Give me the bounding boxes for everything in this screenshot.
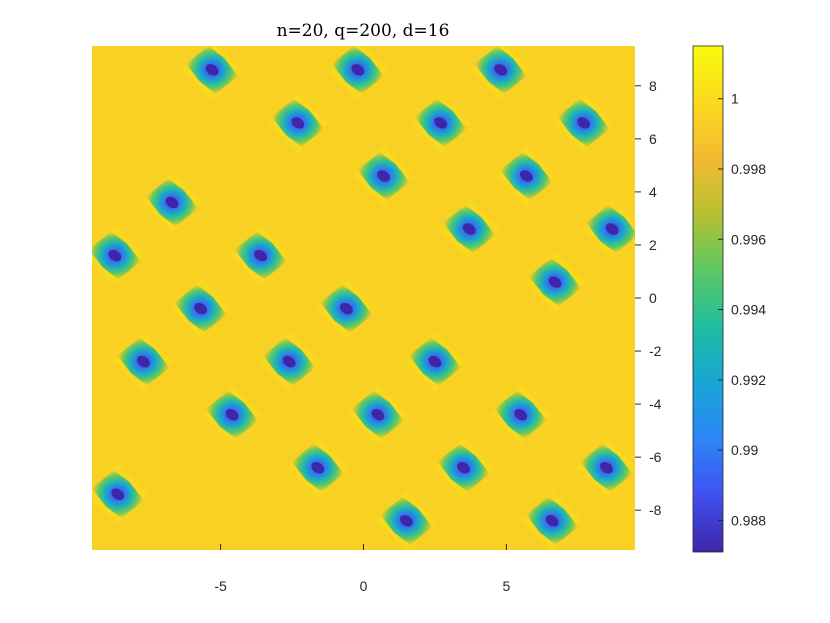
minimum-core [428, 355, 442, 368]
x-tick-label: 5 [502, 578, 510, 594]
minimum-core [548, 276, 562, 288]
minimum-core [457, 462, 470, 474]
colorbar-tick-label: 1 [731, 91, 739, 107]
minimum-core [339, 302, 353, 315]
y-tick-label: 2 [649, 237, 657, 253]
y-tick-label: -8 [649, 502, 662, 518]
minimum-core [225, 408, 239, 421]
minimum-core [205, 64, 219, 76]
minimum-core [254, 249, 268, 262]
y-tick-label: 8 [649, 78, 657, 94]
heatmap-area [92, 46, 635, 550]
minimum-core [137, 355, 150, 368]
x-tick-label: 0 [360, 578, 368, 594]
minimum-core [291, 117, 305, 129]
y-tick-label: 6 [649, 131, 657, 147]
minimum-core [514, 408, 528, 421]
y-axis-right: 8 6 4 2 0 -2 -4 -6 -8 [635, 78, 662, 518]
minimum-core [545, 515, 559, 527]
minimum-core [600, 462, 613, 474]
colorbar-tick-label: 0.988 [731, 512, 766, 528]
y-tick-label: -4 [649, 396, 662, 412]
colorbar-tick-label: 0.992 [731, 372, 766, 388]
minimum-core [462, 223, 476, 235]
colorbar-gradient [692, 45, 724, 553]
minimum-core [494, 64, 508, 76]
minimum-core [108, 249, 122, 262]
minimum-core [519, 170, 533, 182]
minimum-core [377, 170, 390, 182]
colorbar-tick-label: 0.996 [731, 231, 766, 247]
minimum-core [577, 117, 590, 129]
minimum-core [434, 117, 448, 129]
colorbar-tick-label: 0.994 [731, 302, 766, 318]
colorbar: 1 0.998 0.996 0.994 0.992 0.99 0.988 [692, 45, 766, 553]
minimum-core [605, 223, 619, 235]
chart-title: n=20, q=200, d=16 [277, 21, 450, 41]
x-axis: -5 0 5 [214, 544, 510, 594]
minimum-core [194, 302, 208, 315]
minimum-core [111, 488, 125, 501]
minimum-core [351, 64, 365, 76]
x-tick-label: -5 [214, 578, 227, 594]
y-tick-label: -2 [649, 343, 662, 359]
y-tick-label: 4 [649, 184, 657, 200]
y-tick-label: 0 [649, 290, 657, 306]
minimum-core [311, 462, 325, 474]
minimum-core [371, 408, 385, 421]
minimum-core [399, 515, 413, 527]
minimum-core [165, 196, 179, 209]
minimum-core [282, 355, 296, 368]
y-tick-label: -6 [649, 449, 662, 465]
colorbar-tick-label: 0.99 [731, 442, 758, 458]
colorbar-tick-label: 0.998 [731, 161, 766, 177]
